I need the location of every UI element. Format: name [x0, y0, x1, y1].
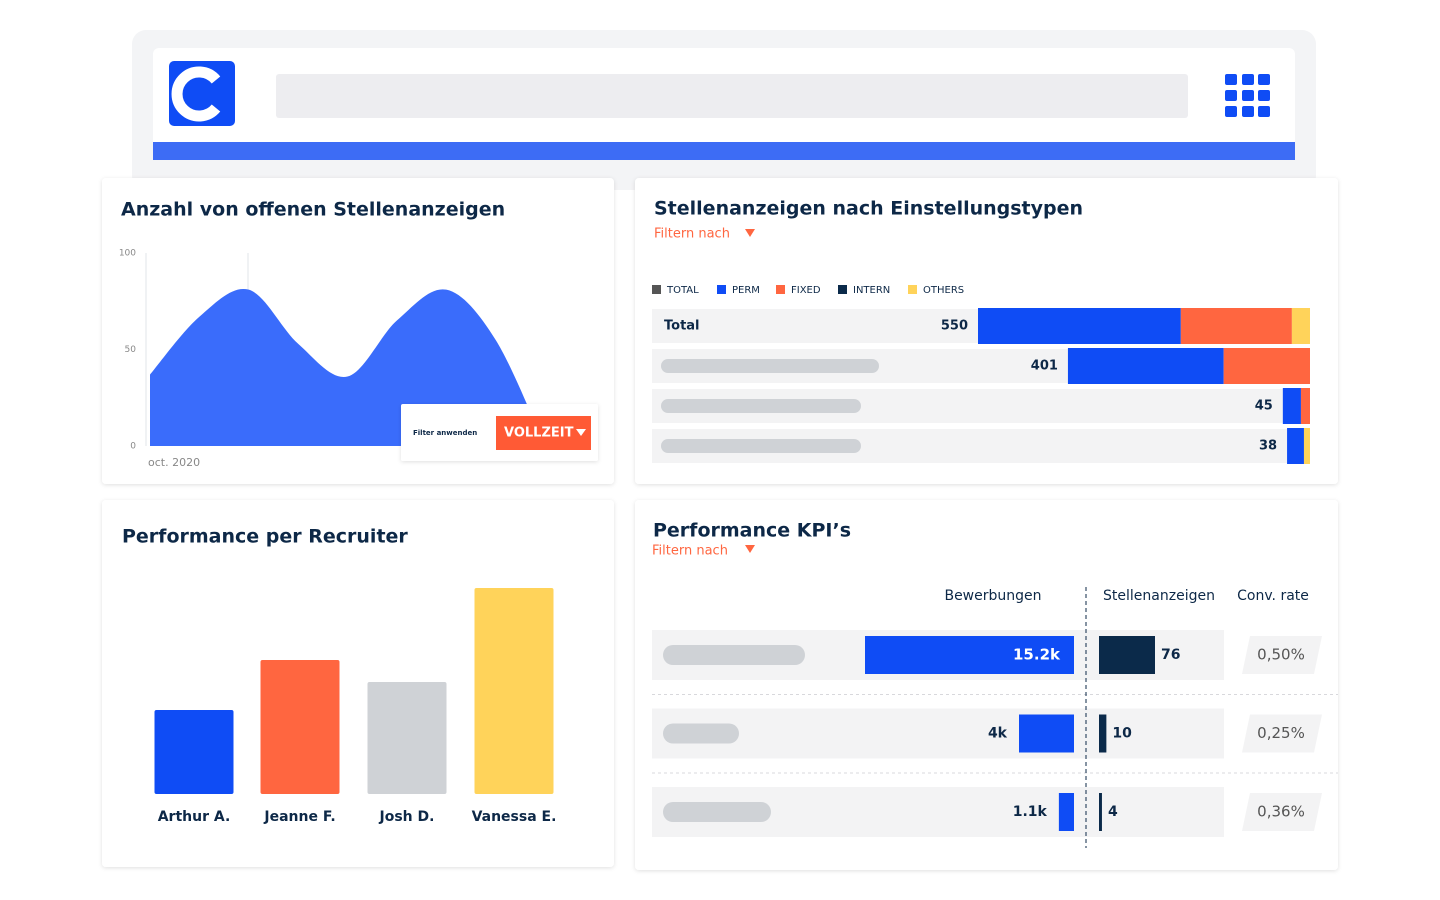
bar-segment [1303, 428, 1310, 464]
apps-icon[interactable] [1225, 74, 1270, 117]
column-header: Stellenanzeigen [1103, 588, 1215, 604]
legend-swatch [908, 285, 917, 294]
placeholder [661, 359, 879, 373]
bar-segment [1300, 388, 1310, 424]
panel [635, 500, 1338, 870]
rate-badge [1242, 636, 1322, 674]
chart-title: Performance per Recruiter [122, 526, 408, 548]
filter-arrow [745, 229, 755, 237]
value-label: 4k [988, 726, 1008, 742]
x-tick-label: Josh D. [379, 809, 435, 825]
bar [154, 710, 234, 794]
bar [865, 636, 1074, 674]
rate-badge [1242, 793, 1322, 831]
filter-link[interactable]: Filtern nach [652, 544, 728, 559]
bar [1099, 793, 1102, 831]
bar [1099, 636, 1155, 674]
row-label: Total [664, 319, 700, 334]
bar [1019, 714, 1074, 753]
x-tick-label: Jeanne F. [263, 809, 335, 825]
rate-label: 0,50% [1257, 646, 1305, 664]
bar-segment [1282, 388, 1301, 424]
value-label: 10 [1112, 726, 1132, 742]
filter-label: Filter anwenden [413, 429, 477, 437]
bar [367, 682, 447, 794]
filter-button[interactable] [496, 416, 591, 450]
placeholder [663, 645, 805, 665]
value-label: 15.2k [1013, 646, 1061, 664]
legend-swatch [652, 285, 661, 294]
rate-badge [1242, 714, 1322, 753]
total-label: 550 [941, 319, 968, 334]
bar [1099, 714, 1107, 753]
total-label: 45 [1255, 399, 1273, 414]
legend-label: TOTAL [666, 285, 699, 296]
filter-arrow [745, 545, 755, 553]
legend-label: PERM [732, 285, 760, 296]
total-label: 38 [1259, 439, 1277, 454]
rate-label: 0,25% [1257, 724, 1305, 742]
y-tick-label: 100 [119, 249, 136, 259]
charts: 0 50 100 oct. 2020 Filter anwenden VOLLZEIT TO… [119, 249, 1338, 848]
chart-title: Performance KPI’s [653, 520, 851, 542]
placeholder [663, 802, 771, 822]
placeholder [661, 399, 861, 413]
bar-segment [1067, 348, 1224, 384]
filter-button-arrow [576, 429, 586, 436]
header-bar [153, 142, 1295, 160]
legend-label: OTHERS [923, 285, 964, 296]
legend-label: FIXED [791, 285, 821, 296]
placeholder [663, 723, 739, 744]
bar-segment [1287, 428, 1304, 464]
value-label: 1.1k [1013, 804, 1048, 820]
bar [260, 660, 340, 794]
legend-swatch [776, 285, 785, 294]
bar-segment [978, 308, 1181, 344]
bar [1058, 793, 1074, 831]
search-bar[interactable] [276, 74, 1188, 118]
rate-label: 0,36% [1257, 803, 1305, 821]
filter-button-label[interactable]: VOLLZEIT [504, 426, 574, 441]
x-tick-label: Vanessa E. [472, 809, 557, 825]
legend-swatch [838, 285, 847, 294]
logo-glyph [171, 66, 221, 122]
legend-label: INTERN [853, 285, 890, 296]
chart-title: Anzahl von offenen Stellenanzeigen [121, 199, 505, 221]
bar-segment [1180, 308, 1292, 344]
column-header: Conv. rate [1237, 588, 1309, 604]
chart-title: Stellenanzeigen nach Einstellungstypen [654, 198, 1083, 220]
y-tick-label: 50 [125, 345, 137, 355]
x-tick-label: oct. 2020 [148, 456, 200, 469]
value-label: 4 [1108, 804, 1118, 820]
column-header: Bewerbungen [944, 588, 1041, 604]
row-bg [652, 708, 1224, 759]
bar-segment [1223, 348, 1310, 384]
y-tick-label: 0 [130, 442, 136, 452]
legend-swatch [717, 285, 726, 294]
value-label: 76 [1161, 647, 1180, 663]
total-label: 401 [1031, 359, 1058, 374]
x-tick-label: Arthur A. [158, 809, 231, 825]
bar-segment [1291, 308, 1310, 344]
filter-link[interactable]: Filtern nach [654, 227, 730, 242]
placeholder [661, 439, 861, 453]
bar [474, 588, 554, 794]
